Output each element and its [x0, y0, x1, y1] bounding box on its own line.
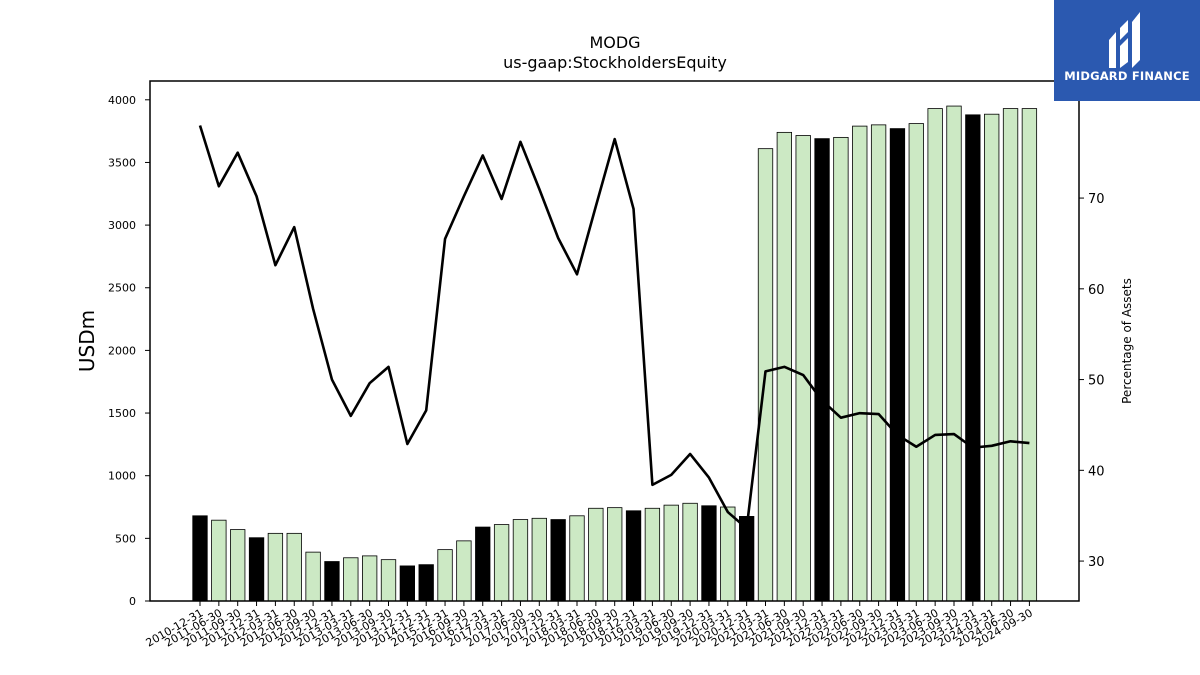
bar-2011-09-30 [230, 529, 246, 602]
bar-2022-09-30 [870, 124, 887, 602]
bar-2012-12-31 [324, 561, 340, 602]
y2-tick-label: 30 [1088, 555, 1105, 570]
bar-2022-03-31 [833, 136, 849, 602]
y-tick-label: 2000 [108, 344, 136, 357]
bar-2023-09-30 [946, 105, 962, 602]
bar-2024-06-30 [1002, 108, 1019, 602]
x-axis: 2010-12-312011-06-302011-09-302011-12-31… [144, 601, 1035, 650]
bar-2016-09-30 [456, 540, 472, 602]
y-tick-label: 3500 [108, 156, 136, 169]
right-axis: 30 40 50 60 70 [1079, 192, 1105, 570]
bar-2010-12-31 [192, 515, 208, 602]
y2-tick-label: 60 [1088, 283, 1105, 298]
bar-2019-12-31 [701, 505, 717, 602]
y-tick-label: 4000 [108, 94, 136, 107]
y-axis-label: USDm [75, 310, 99, 372]
bar-2019-03-31 [644, 507, 661, 602]
y-tick-label: 0 [129, 595, 136, 608]
bar-2017-09-30 [531, 517, 547, 602]
bar-2018-12-31 [625, 510, 642, 602]
y2-tick-label: 40 [1088, 464, 1105, 479]
chart-title: MODG [589, 33, 640, 52]
logo: MIDGARD FINANCE [1054, 0, 1200, 101]
bar-2012-09-30 [305, 551, 321, 602]
bar-2013-06-30 [361, 555, 378, 602]
bar-2019-06-30 [663, 504, 679, 602]
bar-2019-09-30 [682, 502, 698, 602]
y-tick-label: 1000 [108, 470, 136, 483]
bar-2023-12-31 [965, 114, 981, 602]
bar-2014-12-31 [418, 564, 434, 602]
bar-2021-09-30 [795, 135, 811, 602]
logo-mark-icon [1109, 12, 1140, 68]
left-axis: 0 500 1000 1500 2000 2500 3000 3500 4000 [108, 94, 150, 608]
bar-2015-12-31 [437, 549, 453, 602]
y2-tick-label: 50 [1088, 374, 1105, 389]
bar-series [192, 105, 1038, 602]
bar-2021-12-31 [814, 138, 830, 602]
bar-2011-06-30 [211, 519, 227, 602]
y-tick-label: 3000 [108, 219, 136, 232]
bar-2022-12-31 [889, 128, 906, 602]
bar-2020-03-31 [720, 506, 736, 602]
percentage-line [198, 125, 1030, 530]
chart-subtitle: us-gaap:StockholdersEquity [503, 53, 727, 72]
bar-2013-03-31 [343, 557, 359, 602]
bar-2017-12-31 [550, 519, 566, 602]
bar-2023-03-31 [908, 123, 924, 602]
bar-2018-09-30 [607, 507, 623, 602]
bar-2024-09-30 [1021, 108, 1038, 602]
y-tick-label: 1500 [108, 407, 136, 420]
line-series [198, 125, 1030, 530]
bar-2024-03-31 [984, 113, 1000, 602]
logo-text: MIDGARD FINANCE [1064, 69, 1190, 83]
bar-2013-09-30 [380, 559, 397, 602]
bar-2011-12-31 [248, 537, 265, 602]
y2-tick-label: 70 [1088, 192, 1105, 207]
bar-2018-03-31 [569, 515, 585, 602]
bar-2013-12-31 [399, 565, 416, 602]
bar-2012-03-31 [267, 532, 284, 602]
bar-2016-12-31 [475, 526, 491, 602]
bar-2022-06-30 [852, 125, 868, 602]
bar-2018-06-30 [588, 507, 604, 602]
bar-2017-03-31 [493, 524, 510, 602]
bar-2023-06-30 [927, 108, 943, 602]
right-axis-label: Percentage of Assets [1120, 278, 1134, 404]
y-tick-label: 500 [115, 532, 136, 545]
y-tick-label: 2500 [108, 282, 136, 295]
bar-2017-06-30 [512, 519, 529, 602]
bar-2012-06-30 [286, 532, 302, 602]
